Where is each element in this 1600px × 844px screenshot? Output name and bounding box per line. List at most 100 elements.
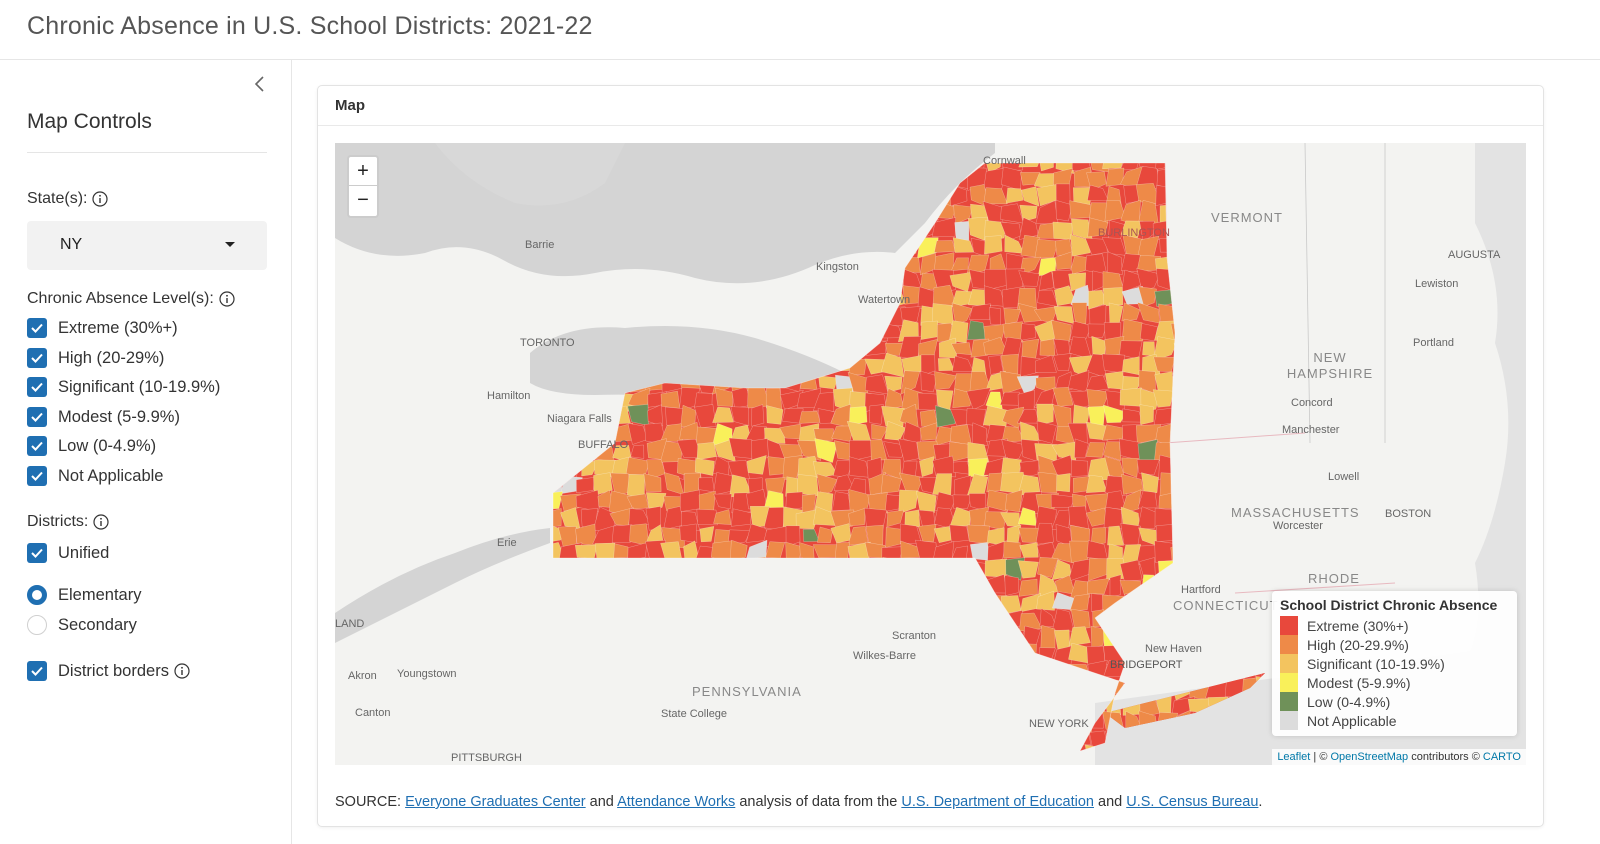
district-polygon[interactable] (545, 439, 561, 464)
district-polygon[interactable] (592, 693, 616, 717)
district-polygon[interactable] (1245, 423, 1263, 446)
district-polygon[interactable] (833, 306, 850, 327)
district-polygon[interactable] (1205, 409, 1225, 427)
district-polygon[interactable] (677, 625, 696, 650)
district-polygon[interactable] (1223, 387, 1244, 412)
district-polygon[interactable] (644, 557, 664, 581)
district-polygon[interactable] (1187, 494, 1213, 510)
district-polygon[interactable] (1173, 409, 1194, 429)
district-polygon[interactable] (798, 709, 820, 735)
district-polygon[interactable] (541, 727, 564, 746)
district-polygon[interactable] (632, 269, 650, 292)
district-polygon[interactable] (713, 509, 732, 525)
district-polygon[interactable] (1256, 422, 1279, 444)
district-polygon[interactable] (562, 729, 583, 748)
district-polygon[interactable] (1273, 269, 1292, 292)
district-polygon[interactable] (1103, 404, 1127, 424)
district-polygon[interactable] (849, 406, 868, 426)
district-polygon[interactable] (801, 269, 819, 292)
district-polygon[interactable] (1018, 152, 1042, 168)
district-polygon[interactable] (984, 235, 1003, 255)
district-polygon[interactable] (1239, 522, 1263, 547)
district-polygon[interactable] (968, 574, 986, 594)
district-polygon[interactable] (780, 710, 803, 732)
district-polygon[interactable] (1176, 221, 1195, 237)
district-polygon[interactable] (660, 676, 679, 701)
district-polygon[interactable] (967, 320, 987, 340)
district-polygon[interactable] (985, 751, 1006, 765)
district-polygon[interactable] (1189, 149, 1207, 172)
district-polygon[interactable] (983, 187, 1008, 205)
district-polygon[interactable] (781, 321, 802, 338)
district-polygon[interactable] (1238, 610, 1263, 630)
district-polygon[interactable] (1221, 250, 1244, 276)
district-polygon[interactable] (1172, 303, 1194, 323)
district-polygon[interactable] (1153, 407, 1173, 426)
district-polygon[interactable] (1052, 387, 1074, 407)
district-polygon[interactable] (1224, 559, 1244, 579)
district-polygon[interactable] (1023, 731, 1042, 752)
district-polygon[interactable] (545, 694, 563, 714)
district-polygon[interactable] (594, 542, 617, 564)
district-polygon[interactable] (1205, 437, 1226, 460)
district-polygon[interactable] (1240, 540, 1264, 564)
district-polygon[interactable] (1023, 663, 1041, 680)
district-polygon[interactable] (932, 473, 952, 495)
district-polygon[interactable] (616, 575, 630, 598)
district-polygon[interactable] (576, 304, 601, 326)
district-polygon[interactable] (870, 728, 886, 752)
district-polygon[interactable] (899, 676, 922, 701)
district-polygon[interactable] (1203, 184, 1228, 207)
district-polygon[interactable] (800, 573, 821, 599)
district-polygon[interactable] (1174, 167, 1191, 186)
district-polygon[interactable] (679, 489, 701, 512)
district-polygon[interactable] (781, 611, 802, 632)
district-polygon[interactable] (647, 404, 664, 427)
district-polygon[interactable] (920, 370, 938, 393)
district-polygon[interactable] (778, 648, 804, 666)
district-polygon[interactable] (1040, 625, 1056, 650)
district-polygon[interactable] (950, 645, 972, 664)
info-icon[interactable] (219, 291, 235, 307)
district-polygon[interactable] (578, 693, 597, 717)
district-polygon[interactable] (728, 594, 754, 611)
district-polygon[interactable] (629, 591, 651, 615)
district-polygon[interactable] (766, 405, 784, 425)
district-polygon[interactable] (1104, 679, 1125, 695)
district-polygon[interactable] (1260, 540, 1280, 562)
district-polygon[interactable] (832, 628, 854, 648)
district-polygon[interactable] (1238, 152, 1257, 173)
district-polygon[interactable] (937, 646, 954, 664)
district-polygon[interactable] (1207, 237, 1226, 258)
district-polygon[interactable] (746, 629, 767, 644)
district-polygon[interactable] (663, 594, 685, 617)
district-polygon[interactable] (1221, 182, 1245, 207)
district-polygon[interactable] (763, 729, 786, 750)
district-polygon[interactable] (626, 712, 650, 730)
district-polygon[interactable] (1238, 335, 1258, 359)
district-polygon[interactable] (1221, 475, 1241, 496)
district-polygon[interactable] (915, 575, 937, 598)
district-polygon[interactable] (1068, 255, 1090, 276)
district-polygon[interactable] (730, 695, 749, 718)
district-polygon[interactable] (626, 303, 648, 326)
district-polygon[interactable] (660, 390, 681, 409)
district-polygon[interactable] (614, 286, 635, 310)
district-polygon[interactable] (595, 577, 614, 597)
district-polygon[interactable] (813, 612, 834, 629)
district-polygon[interactable] (1255, 388, 1277, 411)
district-polygon[interactable] (611, 659, 633, 681)
district-polygon[interactable] (1277, 477, 1295, 497)
district-polygon[interactable] (1103, 441, 1122, 461)
district-polygon[interactable] (1277, 183, 1296, 205)
district-polygon[interactable] (846, 595, 872, 615)
district-polygon[interactable] (677, 642, 697, 668)
district-polygon[interactable] (847, 304, 870, 325)
district-polygon[interactable] (1189, 403, 1211, 429)
district-polygon[interactable] (915, 680, 936, 701)
district-polygon[interactable] (594, 645, 611, 660)
district-polygon[interactable] (966, 387, 991, 410)
district-polygon[interactable] (695, 750, 716, 765)
district-polygon[interactable] (544, 558, 566, 583)
district-polygon[interactable] (1238, 270, 1263, 293)
